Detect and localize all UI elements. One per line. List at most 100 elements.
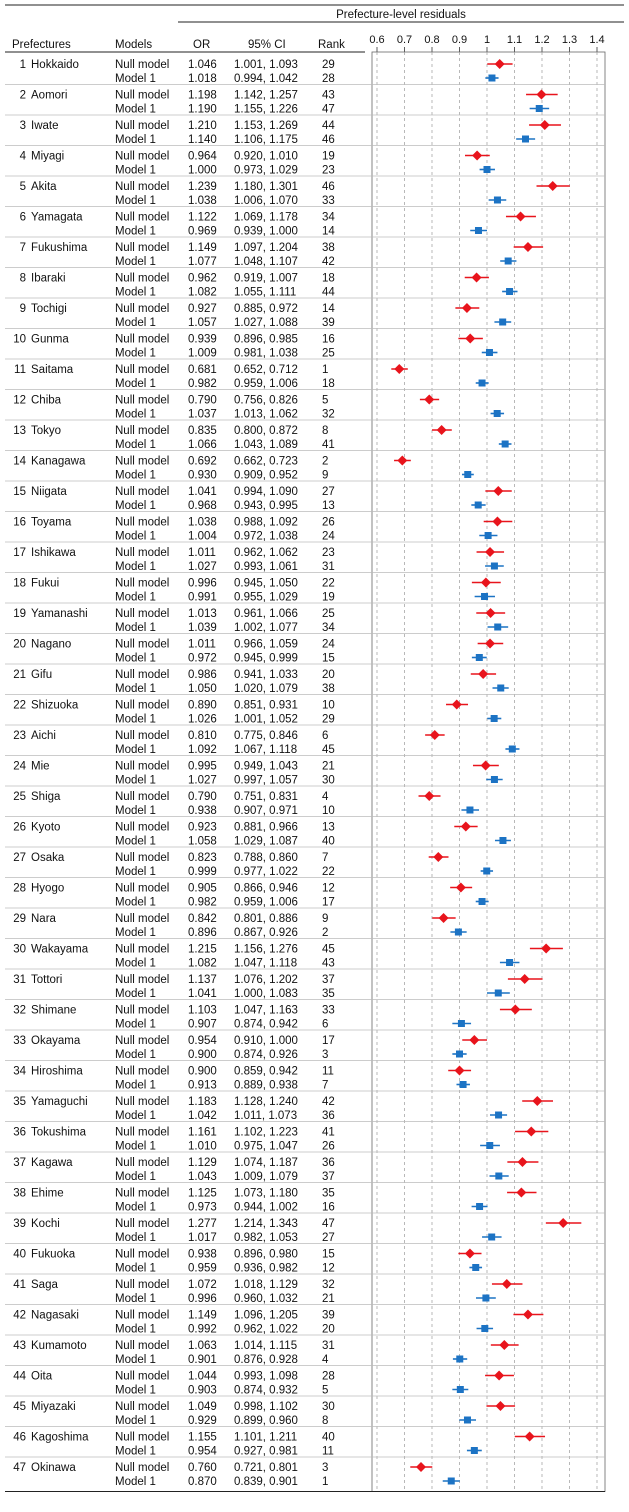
or-value: 1.009 — [188, 348, 217, 360]
point-null-model — [451, 699, 462, 710]
prefecture-number: 30 — [13, 944, 26, 956]
rank-value: 44 — [322, 120, 335, 132]
or-value: 1.155 — [188, 1432, 217, 1444]
or-value: 1.011 — [188, 547, 216, 559]
prefecture-name: Yamagata — [31, 212, 83, 224]
ci-value: 0.961, 1.066 — [234, 608, 298, 620]
table-row: 20 Nagano Null model 1.011 0.966, 1.059 24 Mod… — [5, 633, 605, 665]
table-row: 34 Hiroshima Null model 0.900 0.859, 0.942 11… — [5, 1060, 605, 1092]
model-label: Null model — [115, 425, 169, 437]
rank-value: 5 — [322, 1385, 328, 1397]
ci-value: 1.155, 1.226 — [234, 104, 298, 116]
prefecture-name: Niigata — [31, 486, 67, 498]
model-label: Null model — [115, 822, 169, 834]
rank-value: 14 — [322, 226, 335, 238]
rank-value: 12 — [322, 1263, 335, 1275]
model-label: Model 1 — [115, 714, 156, 726]
model-label: Null model — [115, 59, 169, 71]
ci-value: 0.662, 0.723 — [234, 456, 298, 468]
or-value: 0.890 — [188, 700, 217, 712]
rank-value: 36 — [322, 1110, 335, 1122]
or-value: 1.043 — [188, 1171, 217, 1183]
or-value: 0.681 — [188, 364, 217, 376]
table-row: 2 Aomori Null model 1.198 1.142, 1.257 43 Mode… — [5, 84, 605, 116]
or-value: 0.938 — [188, 1249, 217, 1261]
model-label: Model 1 — [115, 1232, 156, 1244]
ci-value: 0.982, 1.053 — [234, 1232, 298, 1244]
point-null-model — [522, 1309, 533, 1320]
model-label: Null model — [115, 303, 169, 315]
rank-value: 8 — [322, 425, 328, 437]
model-label: Null model — [115, 212, 169, 224]
or-value: 1.049 — [188, 1401, 217, 1413]
model-label: Null model — [115, 395, 169, 407]
ci-value: 1.069, 1.178 — [234, 212, 298, 224]
point-null-model — [429, 730, 440, 740]
rank-value: 31 — [322, 561, 335, 573]
model-label: Null model — [115, 486, 169, 498]
ci-value: 0.751, 0.831 — [234, 791, 298, 803]
prefecture-name: Fukushima — [31, 242, 88, 254]
ci-value: 0.866, 0.946 — [234, 883, 298, 895]
rank-value: 37 — [322, 1171, 335, 1183]
model-label: Null model — [115, 1432, 169, 1444]
rank-value: 37 — [322, 974, 335, 986]
x-tick-label: 1.3 — [562, 34, 577, 46]
ci-value: 1.000, 1.083 — [234, 988, 298, 1000]
model-label: Model 1 — [115, 409, 156, 421]
rank-value: 28 — [322, 73, 335, 85]
ci-value: 1.001, 1.052 — [234, 714, 298, 726]
rank-value: 5 — [322, 395, 328, 407]
rank-value: 10 — [322, 805, 335, 817]
ci-value: 0.920, 1.010 — [234, 151, 298, 163]
prefecture-name: Oita — [31, 1371, 53, 1383]
or-value: 0.810 — [188, 730, 217, 742]
ci-value: 0.939, 1.000 — [234, 226, 298, 238]
rank-value: 22 — [322, 866, 335, 878]
model-label: Null model — [115, 852, 169, 864]
prefecture-number: 28 — [13, 883, 26, 895]
or-value: 0.995 — [188, 761, 217, 773]
ci-value: 1.047, 1.163 — [234, 1005, 298, 1017]
plot-border — [371, 51, 606, 1492]
prefecture-number: 23 — [13, 730, 26, 742]
ci-value: 0.907, 0.971 — [234, 805, 298, 817]
point-null-model — [558, 1218, 569, 1228]
point-null-model — [495, 1401, 506, 1411]
point-model-1 — [535, 105, 543, 112]
rank-value: 42 — [322, 256, 335, 268]
rank-value: 2 — [322, 927, 328, 939]
model-label: Null model — [115, 1005, 169, 1017]
prefecture-number: 14 — [13, 456, 26, 468]
rank-value: 1 — [322, 1476, 328, 1488]
or-value: 1.037 — [188, 409, 217, 421]
model-label: Model 1 — [115, 287, 156, 299]
prefecture-name: Kagawa — [31, 1157, 73, 1169]
rank-value: 2 — [322, 456, 328, 468]
rank-value: 30 — [322, 1401, 335, 1413]
or-value: 0.870 — [188, 1476, 217, 1488]
point-null-model — [532, 1096, 543, 1106]
model-label: Null model — [115, 1035, 169, 1047]
prefecture-number: 21 — [13, 669, 26, 681]
or-value: 0.954 — [188, 1035, 217, 1047]
rank-value: 10 — [322, 700, 335, 712]
rank-value: 29 — [322, 59, 335, 71]
point-null-model — [471, 272, 482, 283]
or-value: 1.039 — [188, 622, 217, 634]
or-value: 0.969 — [188, 226, 217, 238]
table-row: 45 Miyazaki Null model 1.049 0.998, 1.102 30 M… — [5, 1395, 605, 1427]
ci-value: 1.102, 1.223 — [234, 1127, 298, 1139]
prefecture-number: 46 — [13, 1432, 26, 1444]
table-row: 30 Wakayama Null model 1.215 1.156, 1.276 45 M… — [5, 938, 605, 970]
ci-value: 1.011, 1.073 — [234, 1110, 297, 1122]
ci-value: 0.959, 1.006 — [234, 378, 298, 390]
prefecture-number: 13 — [13, 425, 26, 437]
rank-value: 21 — [322, 761, 335, 773]
x-tick-label: 0.8 — [424, 34, 439, 46]
table-row: 43 Kumamoto Null model 1.063 1.014, 1.115 31 M… — [5, 1334, 605, 1366]
ci-value: 1.006, 1.070 — [234, 195, 298, 207]
or-value: 0.913 — [188, 1080, 217, 1092]
rank-value: 3 — [322, 1462, 328, 1474]
